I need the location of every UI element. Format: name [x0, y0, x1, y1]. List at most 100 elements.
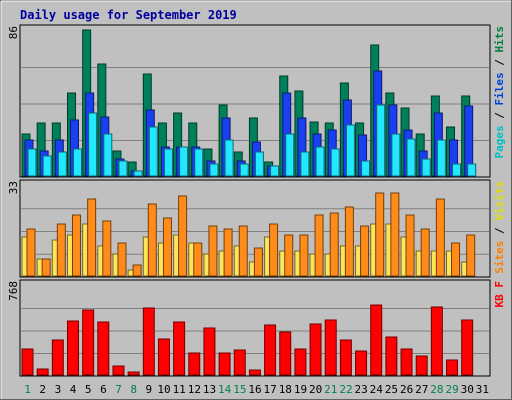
day-tick-label: 31 — [476, 383, 489, 396]
visits-bar-sites — [390, 192, 400, 277]
day-tick-label: 12 — [188, 383, 201, 396]
hits-legend-hits: Hits — [493, 26, 506, 53]
kbytes-bar-kb-f — [446, 359, 459, 376]
visits-bar-sites — [299, 234, 309, 277]
kbytes-bar-kb-f — [218, 352, 231, 376]
hits-bar-pages — [421, 158, 431, 177]
hits-bar-pages — [467, 163, 477, 177]
day-tick-label: 1 — [24, 383, 31, 396]
hits-legend-separator: / — [493, 53, 506, 73]
kbytes-bar-kb-f — [97, 321, 110, 376]
hits-bar-pages — [163, 148, 173, 177]
kbytes-bar-kb-f — [324, 319, 337, 376]
visits-bar-sites — [162, 217, 172, 277]
visits-bar-sites — [451, 242, 461, 277]
kbytes-bar-kb-f — [21, 348, 34, 376]
day-tick-label: 3 — [55, 383, 62, 396]
hits-bar-pages — [42, 155, 52, 177]
visits-legend: Sites / Visits — [493, 181, 506, 274]
day-tick-label: 8 — [130, 383, 137, 396]
hits-bar-pages — [345, 124, 355, 177]
hits-bar-pages — [300, 151, 310, 177]
day-axis: 1 2 3 4 5 6 7 8 9 10 11 12 13 14 15 16 17 18 19 20 21 22 23 24 2… — [24, 383, 489, 396]
visits-bar-sites — [26, 228, 36, 277]
kbytes-bar-kb-f — [127, 371, 140, 376]
kbytes-bar-kb-f — [430, 306, 443, 376]
hits-bar-pages — [254, 151, 264, 177]
kbytes-bar-kb-f — [279, 331, 292, 376]
visits-bar-sites — [253, 247, 263, 277]
kbytes-bar-kb-f — [36, 368, 49, 376]
day-tick-label: 13 — [203, 383, 216, 396]
visits-legend-visits: Visits — [493, 181, 506, 221]
kbytes-bar-kb-f — [66, 320, 79, 376]
hits-panel: 86 Pages / Files / Hits — [7, 24, 506, 178]
kbytes-bar-kb-f — [112, 365, 125, 376]
day-tick-label: 19 — [294, 383, 307, 396]
kbytes-bar-kb-f — [309, 323, 322, 376]
day-tick-label: 6 — [100, 383, 107, 396]
visits-bar-sites — [269, 223, 279, 277]
day-tick-label: 24 — [370, 383, 384, 396]
visits-bar-sites — [435, 198, 445, 277]
day-tick-label: 23 — [355, 383, 368, 396]
hits-bar-pages — [118, 160, 128, 177]
day-tick-label: 30 — [461, 383, 474, 396]
visits-bar-sites — [41, 258, 51, 277]
visits-bar-sites — [223, 228, 233, 277]
day-tick-label: 10 — [157, 383, 170, 396]
day-tick-label: 5 — [85, 383, 92, 396]
day-tick-label: 9 — [146, 383, 153, 396]
hits-bar-pages — [72, 148, 82, 177]
visits-bar-sites — [238, 225, 248, 277]
kbytes-bar-kb-f — [339, 339, 352, 376]
visits-bar-sites — [178, 195, 188, 277]
hits-bar-pages — [239, 163, 249, 177]
day-tick-label: 25 — [385, 383, 398, 396]
kbytes-ymax-label: 768 — [7, 281, 20, 301]
visits-bar-sites — [71, 214, 81, 277]
hits-bar-pages — [270, 165, 280, 177]
kbytes-bar-kb-f — [157, 338, 170, 376]
kbytes-bar-kb-f — [264, 324, 277, 376]
day-tick-label: 18 — [279, 383, 292, 396]
kbytes-legend: KB F — [493, 281, 506, 308]
visits-bar-sites — [132, 264, 142, 277]
day-tick-label: 26 — [400, 383, 413, 396]
hits-bar-pages — [361, 160, 371, 177]
visits-bar-sites — [420, 228, 430, 277]
visits-bar-sites — [405, 214, 415, 277]
visits-bar-sites — [344, 206, 354, 277]
hits-bar-pages — [57, 151, 67, 177]
kbytes-bar-kb-f — [415, 355, 428, 376]
day-tick-label: 22 — [339, 383, 352, 396]
hits-bar-pages — [376, 104, 386, 177]
kbytes-bar-kb-f — [82, 309, 95, 376]
visits-legend-separator: / — [493, 221, 506, 241]
day-tick-label: 27 — [415, 383, 428, 396]
hits-bar-pages — [133, 170, 143, 177]
hits-legend-pages: Pages — [493, 125, 506, 158]
hits-bar-pages — [330, 148, 340, 177]
visits-bar-sites — [117, 242, 127, 277]
kbytes-bar-kb-f — [294, 348, 307, 376]
visits-bar-sites — [208, 225, 218, 277]
hits-bar-pages — [436, 139, 446, 177]
kbytes-bar-kb-f — [385, 336, 398, 376]
visits-bar-sites — [375, 192, 385, 277]
day-tick-label: 11 — [173, 383, 186, 396]
day-tick-label: 28 — [430, 383, 443, 396]
hits-bar-pages — [194, 148, 204, 177]
visits-bar-sites — [466, 234, 476, 277]
hits-bar-pages — [406, 138, 416, 177]
kbytes-bar-kb-f — [248, 369, 261, 376]
hits-bar-pages — [148, 126, 158, 177]
hits-legend-separator: / — [493, 106, 506, 126]
day-tick-label: 29 — [445, 383, 458, 396]
hits-bar-pages — [224, 139, 234, 177]
hits-bar-pages — [103, 133, 113, 177]
hits-bar-pages — [452, 163, 462, 177]
visits-legend-sites: Sites — [493, 241, 506, 274]
visits-bar-sites — [147, 203, 157, 277]
day-tick-label: 14 — [218, 383, 232, 396]
